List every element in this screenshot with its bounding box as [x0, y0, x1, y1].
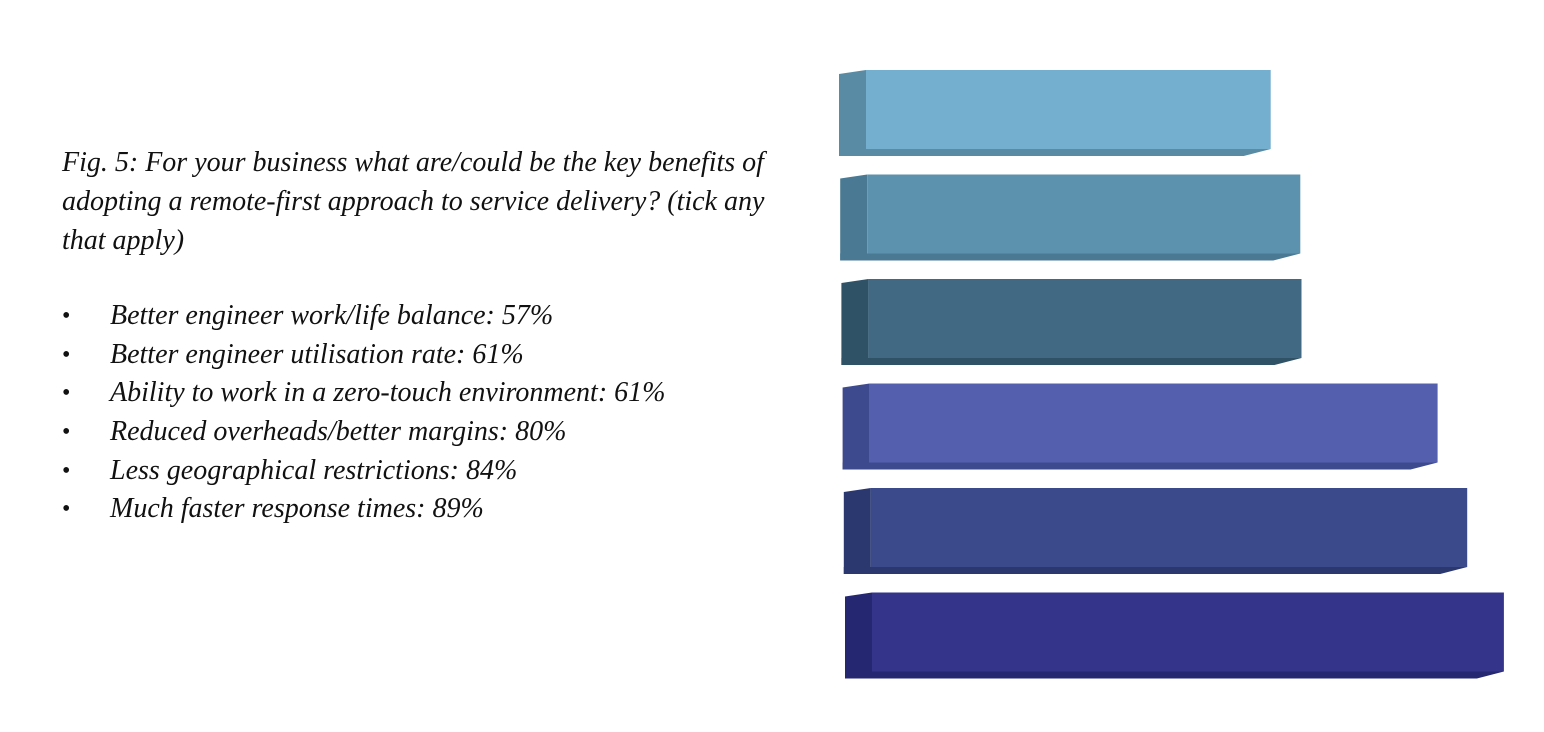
- bar-bottom-face: [842, 462, 1438, 470]
- list-item: • Much faster response times: 89%: [62, 490, 802, 529]
- bar-bottom-face: [839, 149, 1271, 156]
- bar-1: [839, 70, 1271, 156]
- list-item: • Better engineer utilisation rate: 61%: [62, 336, 802, 375]
- bar-bottom-face: [841, 358, 1302, 365]
- bar-front-face: [872, 592, 1504, 672]
- bar-bottom-face: [840, 253, 1301, 261]
- bar-side-face: [845, 592, 872, 679]
- bar-side-face: [843, 488, 871, 574]
- bar-2: [840, 174, 1301, 261]
- bar-bottom-face: [845, 671, 1504, 679]
- bar-front-face: [868, 279, 1302, 358]
- bar-side-face: [839, 70, 866, 156]
- list-item-text: Ability to work in a zero-touch environm…: [110, 377, 666, 409]
- list-item: • Ability to work in a zero-touch environ…: [62, 374, 802, 413]
- list-item: • Reduced overheads/better margins: 80%: [62, 413, 802, 452]
- bar-front-face: [869, 383, 1438, 463]
- bar-front-face: [867, 174, 1301, 254]
- bar-6: [845, 592, 1504, 679]
- bullet-icon: •: [62, 341, 71, 368]
- bar-side-face: [840, 174, 868, 261]
- bar-front-face: [870, 488, 1468, 567]
- bullet-icon: •: [62, 457, 71, 484]
- bar-bottom-face: [843, 567, 1468, 574]
- list-item: • Better engineer work/life balance: 57%: [62, 297, 802, 336]
- list-item: • Less geographical restrictions: 84%: [62, 452, 802, 491]
- figure-caption: Fig. 5: For your business what are/could…: [62, 147, 765, 256]
- bar-3: [841, 279, 1302, 365]
- bar-side-face: [842, 383, 870, 470]
- bullet-icon: •: [62, 380, 71, 407]
- bullet-icon: •: [62, 303, 71, 329]
- benefits-list: • Better engineer work/life balance: 57% …: [62, 297, 802, 529]
- list-item-text: Less geographical restrictions: 84%: [110, 454, 518, 486]
- list-item-text: Reduced overheads/better margins: 80%: [110, 416, 567, 448]
- bullet-icon: •: [62, 496, 71, 523]
- bar-5: [843, 488, 1468, 574]
- bullet-icon: •: [62, 419, 71, 446]
- bar-4: [842, 383, 1438, 470]
- bar-front-face: [866, 70, 1271, 149]
- list-item-text: Better engineer work/life balance: 57%: [110, 300, 554, 331]
- list-item-text: Much faster response times: 89%: [110, 493, 484, 525]
- list-item-text: Better engineer utilisation rate: 61%: [110, 338, 524, 370]
- bar-side-face: [841, 279, 869, 365]
